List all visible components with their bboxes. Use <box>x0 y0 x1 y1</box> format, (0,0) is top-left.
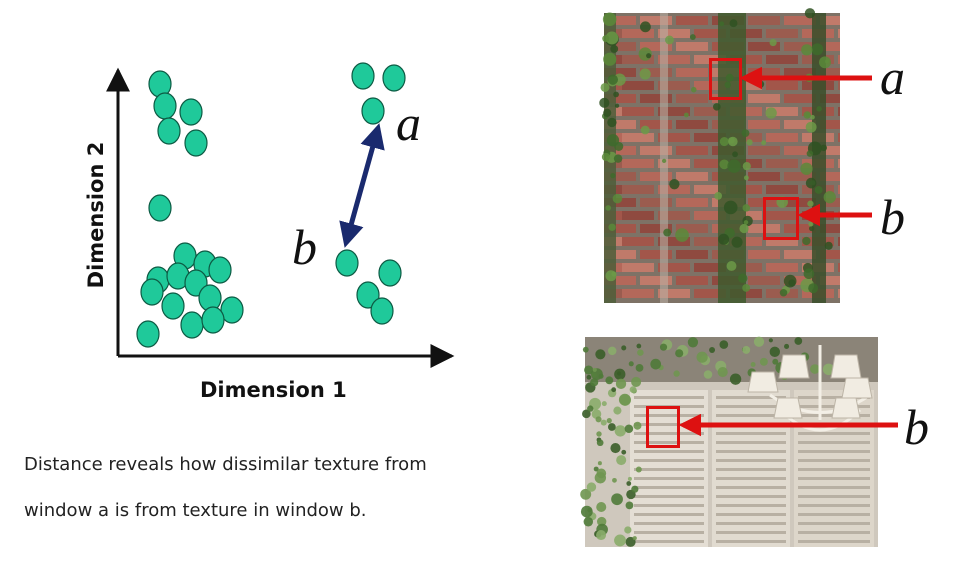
scatter-point-12 <box>140 278 164 306</box>
shutters-chandelier-photo <box>580 336 878 547</box>
photo1-label-a: a <box>880 49 905 105</box>
window-b-marker-shutters <box>646 406 680 448</box>
scatter-point-3 <box>157 117 181 145</box>
scatter-point-2 <box>179 98 203 126</box>
scatter-point-4 <box>184 129 208 157</box>
caption-line-2: window a is from texture in window b. <box>24 500 367 521</box>
scatter-point-18 <box>136 320 160 348</box>
scatter-point-1 <box>153 92 177 120</box>
scatter-points <box>136 62 406 348</box>
scatter-point-20 <box>382 64 406 92</box>
y-axis-label: Dimension 2 <box>84 141 108 289</box>
scatter-point-11 <box>208 256 232 284</box>
scatter-point-25 <box>370 297 394 325</box>
photo1-label-b: b <box>880 189 905 245</box>
scatter-point-13 <box>161 292 185 320</box>
scatter-point-15 <box>220 296 244 324</box>
point-label-a: a <box>396 95 421 151</box>
scatter-point-22 <box>335 249 359 277</box>
scatter-point-23 <box>378 259 402 287</box>
scatter-point-21 <box>361 97 385 125</box>
scatter-point-17 <box>201 306 225 334</box>
scatter-point-16 <box>180 311 204 339</box>
x-axis-label: Dimension 1 <box>200 378 347 402</box>
point-label-b: b <box>292 219 317 275</box>
scatter-point-24 <box>356 281 380 309</box>
distance-arrow <box>339 123 385 248</box>
caption-line-1: Distance reveals how dissimilar texture … <box>24 454 427 475</box>
photo2-label-b: b <box>904 399 929 455</box>
window-a-marker <box>709 58 742 100</box>
scatter-point-19 <box>351 62 375 90</box>
window-b-marker <box>763 197 799 240</box>
brick-ivy-photo <box>599 8 840 303</box>
scatter-point-5 <box>148 194 172 222</box>
